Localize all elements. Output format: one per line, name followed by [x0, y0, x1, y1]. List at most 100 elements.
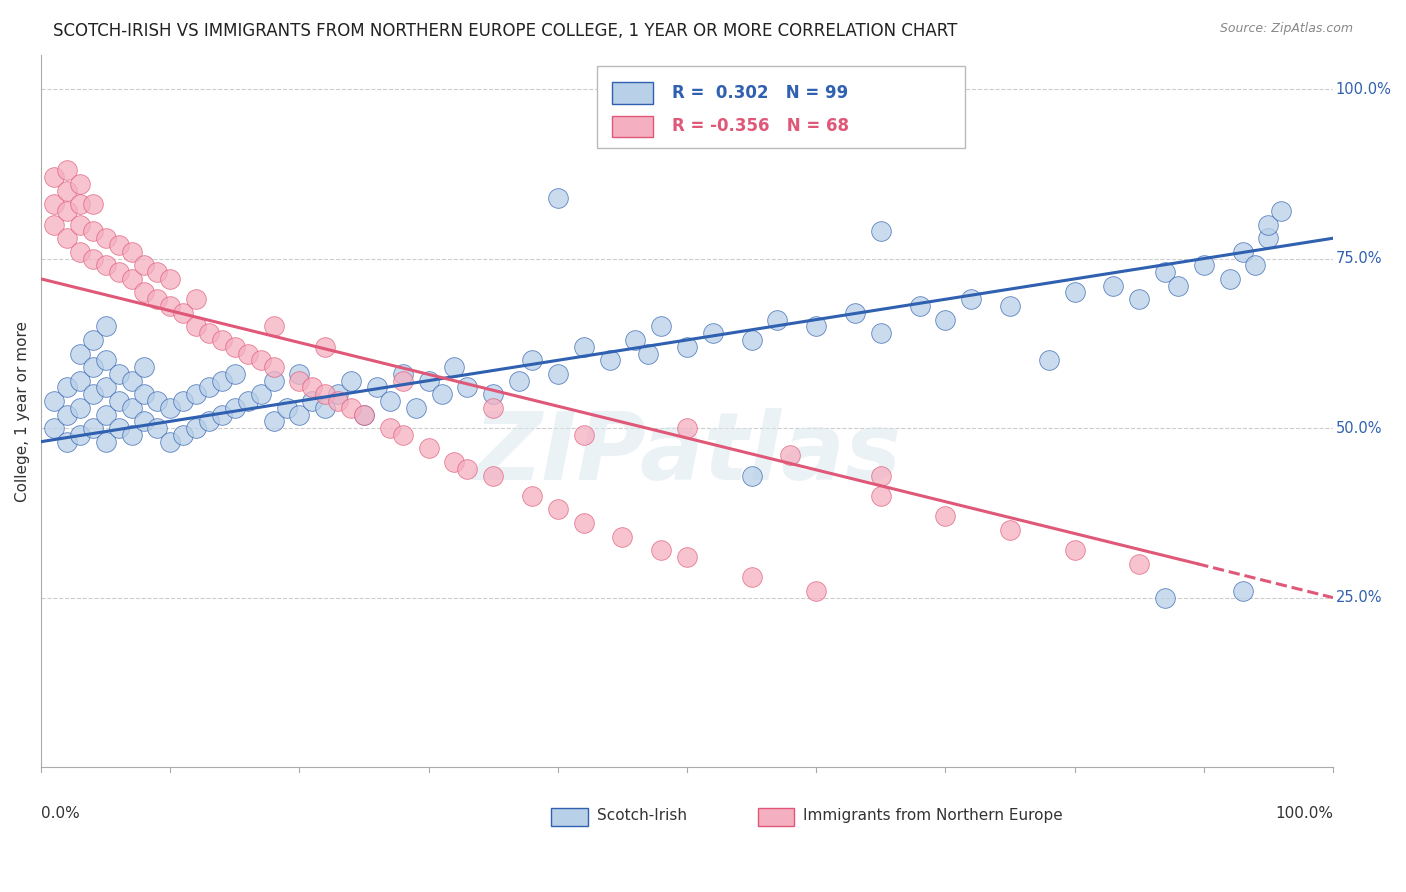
- Point: [172, 428, 194, 442]
- Point: [56, 434, 79, 449]
- FancyBboxPatch shape: [551, 808, 588, 825]
- Point: [378, 421, 401, 435]
- Point: [42, 218, 65, 232]
- Text: R = -0.356   N = 68: R = -0.356 N = 68: [672, 118, 849, 136]
- Point: [263, 374, 285, 388]
- Y-axis label: College, 1 year or more: College, 1 year or more: [15, 320, 30, 501]
- Point: [82, 387, 104, 401]
- Point: [392, 428, 415, 442]
- Point: [676, 549, 699, 564]
- Point: [288, 367, 311, 381]
- Point: [184, 319, 207, 334]
- Point: [1257, 218, 1279, 232]
- Point: [353, 408, 375, 422]
- Point: [392, 374, 415, 388]
- Point: [159, 434, 181, 449]
- Point: [508, 374, 530, 388]
- Point: [844, 306, 866, 320]
- Point: [960, 292, 983, 306]
- FancyBboxPatch shape: [612, 82, 654, 103]
- Point: [869, 224, 891, 238]
- Point: [56, 408, 79, 422]
- Point: [1128, 292, 1150, 306]
- Point: [998, 523, 1021, 537]
- Point: [1038, 353, 1060, 368]
- Point: [328, 394, 350, 409]
- Point: [236, 394, 259, 409]
- Point: [806, 583, 828, 598]
- Point: [676, 340, 699, 354]
- Point: [301, 380, 323, 394]
- Point: [779, 448, 801, 462]
- Point: [741, 468, 763, 483]
- Point: [56, 204, 79, 219]
- Point: [94, 258, 117, 272]
- Point: [1063, 543, 1085, 558]
- Point: [236, 346, 259, 360]
- Point: [69, 401, 91, 415]
- Point: [184, 387, 207, 401]
- Point: [1192, 258, 1215, 272]
- Point: [134, 360, 156, 375]
- Point: [121, 428, 143, 442]
- Point: [159, 299, 181, 313]
- Point: [211, 374, 233, 388]
- Point: [69, 428, 91, 442]
- Point: [520, 489, 543, 503]
- Point: [263, 319, 285, 334]
- Text: 100.0%: 100.0%: [1275, 806, 1333, 822]
- Point: [82, 360, 104, 375]
- Point: [547, 367, 569, 381]
- Point: [172, 306, 194, 320]
- Point: [547, 190, 569, 204]
- Point: [405, 401, 427, 415]
- Point: [82, 197, 104, 211]
- Point: [572, 340, 595, 354]
- Point: [741, 333, 763, 347]
- Point: [198, 414, 221, 428]
- Point: [1232, 583, 1254, 598]
- Point: [353, 408, 375, 422]
- Point: [249, 387, 271, 401]
- Point: [69, 346, 91, 360]
- Point: [520, 353, 543, 368]
- Point: [366, 380, 388, 394]
- Point: [418, 442, 440, 456]
- Text: SCOTCH-IRISH VS IMMIGRANTS FROM NORTHERN EUROPE COLLEGE, 1 YEAR OR MORE CORRELAT: SCOTCH-IRISH VS IMMIGRANTS FROM NORTHERN…: [53, 22, 957, 40]
- Point: [69, 177, 91, 191]
- Point: [572, 516, 595, 530]
- Point: [94, 380, 117, 394]
- Point: [456, 462, 478, 476]
- Point: [766, 312, 789, 326]
- Point: [301, 394, 323, 409]
- Point: [637, 346, 659, 360]
- Point: [430, 387, 453, 401]
- Point: [288, 408, 311, 422]
- Point: [482, 401, 505, 415]
- Point: [184, 292, 207, 306]
- FancyBboxPatch shape: [758, 808, 794, 825]
- Point: [107, 367, 129, 381]
- Point: [42, 394, 65, 409]
- FancyBboxPatch shape: [596, 66, 965, 148]
- Point: [314, 340, 336, 354]
- Point: [650, 543, 672, 558]
- Point: [934, 509, 956, 524]
- Point: [69, 218, 91, 232]
- Text: Scotch-Irish: Scotch-Irish: [596, 808, 686, 823]
- Point: [806, 319, 828, 334]
- Point: [56, 184, 79, 198]
- Point: [42, 421, 65, 435]
- Text: ZIPatlas: ZIPatlas: [472, 408, 901, 500]
- Point: [82, 333, 104, 347]
- Point: [82, 421, 104, 435]
- Point: [599, 353, 621, 368]
- Point: [224, 401, 246, 415]
- Point: [134, 414, 156, 428]
- Point: [1270, 204, 1292, 219]
- Point: [869, 468, 891, 483]
- Point: [263, 414, 285, 428]
- Point: [443, 360, 465, 375]
- Point: [934, 312, 956, 326]
- Point: [1244, 258, 1267, 272]
